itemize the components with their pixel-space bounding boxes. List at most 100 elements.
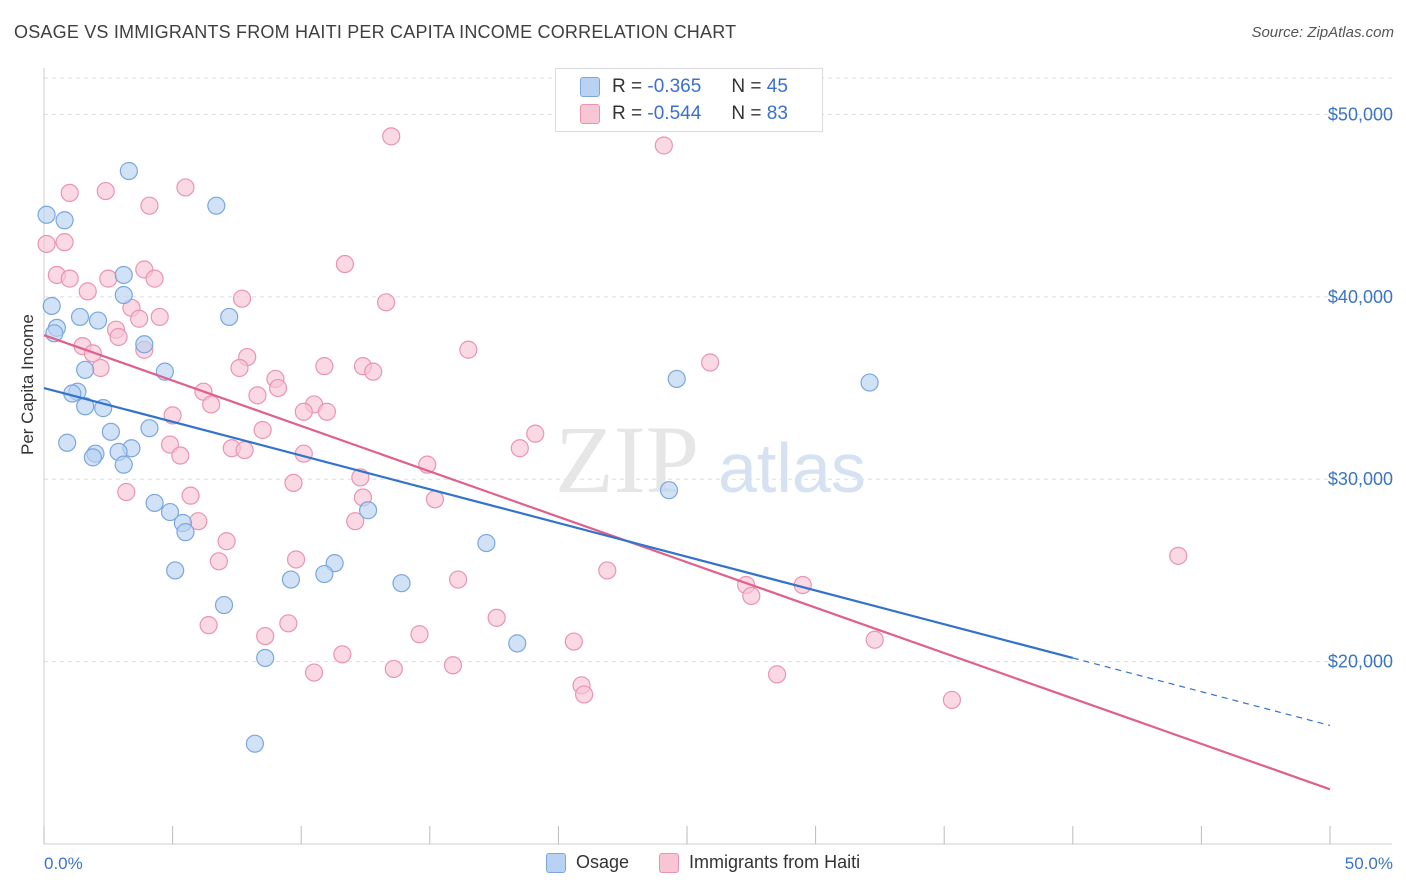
osage-point <box>392 574 411 593</box>
legend-item-haiti[interactable]: Immigrants from Haiti <box>659 852 860 873</box>
haiti-point <box>209 552 228 571</box>
stats-r-label: R = <box>612 103 643 124</box>
osage-point <box>83 448 102 467</box>
legend-label-osage: Osage <box>576 852 630 872</box>
haiti-point <box>487 608 506 627</box>
stats-n-label: N = <box>731 103 762 124</box>
osage-point <box>166 561 185 580</box>
haiti-point <box>91 358 110 378</box>
osage-point <box>860 373 879 392</box>
haiti-point <box>364 362 383 381</box>
osage-point <box>207 196 226 215</box>
haiti-point <box>235 440 254 460</box>
osage-point <box>42 296 61 316</box>
osage-point <box>145 493 164 513</box>
haiti-point <box>284 473 303 492</box>
haiti-point <box>382 127 401 146</box>
y-tick-label: $20,000 <box>1328 652 1393 672</box>
osage-point <box>176 523 195 542</box>
stats-legend: R = -0.365 N = 45 R = -0.544 N = 83 <box>555 68 823 132</box>
haiti-point <box>384 659 403 679</box>
osage-point <box>140 419 159 438</box>
trend-lines <box>43 334 1331 791</box>
haiti-point <box>256 626 275 646</box>
osage-point <box>358 501 378 520</box>
haiti-point <box>130 309 149 328</box>
haiti-point <box>1169 546 1188 565</box>
osage-trend-extension <box>1072 657 1331 727</box>
series-haiti-points <box>37 127 1188 710</box>
haiti-point <box>176 178 195 197</box>
series-legend: Osage Immigrants from Haiti <box>546 852 890 873</box>
watermark: ZIP atlas <box>555 406 866 513</box>
haiti-point <box>253 420 272 440</box>
osage-point <box>667 369 686 389</box>
haiti-point <box>96 181 115 201</box>
haiti-point <box>575 685 594 704</box>
haiti-point <box>376 293 396 312</box>
haiti-point <box>742 586 761 606</box>
haiti-point <box>140 196 159 215</box>
x-ticks <box>43 826 1331 844</box>
haiti-legend-swatch <box>659 852 680 873</box>
haiti-point <box>117 482 136 502</box>
y-tick-label: $40,000 <box>1328 287 1393 307</box>
watermark-zip: ZIP <box>555 406 699 513</box>
osage-point <box>101 422 120 441</box>
haiti-point <box>510 439 529 458</box>
stats-n-label: N = <box>731 76 762 97</box>
osage-legend-swatch <box>546 852 566 873</box>
osage-point <box>70 307 90 327</box>
stats-n-value: 83 <box>766 103 788 124</box>
haiti-point <box>564 632 583 651</box>
haiti-point <box>109 327 128 347</box>
haiti-point <box>767 665 787 684</box>
haiti-point <box>304 663 324 682</box>
stats-n-value: 45 <box>766 76 788 97</box>
haiti-point <box>268 378 288 398</box>
haiti-point <box>448 570 468 589</box>
haiti-point <box>181 486 200 505</box>
stats-row-haiti: R = -0.544 N = 83 <box>580 102 788 126</box>
osage-point <box>37 205 56 224</box>
haiti-point <box>279 614 298 633</box>
osage-point <box>508 634 527 653</box>
osage-point <box>114 455 133 474</box>
osage-point <box>135 335 154 354</box>
haiti-point <box>443 656 463 675</box>
haiti-point <box>425 490 445 509</box>
y-tick-label: $30,000 <box>1328 469 1393 489</box>
osage-point <box>245 734 265 753</box>
haiti-point <box>171 446 190 465</box>
haiti-point <box>701 353 720 372</box>
haiti-point <box>865 630 884 649</box>
haiti-point <box>317 402 337 421</box>
osage-point <box>76 360 95 379</box>
osage-point <box>315 564 334 584</box>
haiti-point <box>346 512 365 531</box>
y-tick-label: $50,000 <box>1328 104 1393 124</box>
haiti-point <box>526 424 545 443</box>
haiti-point <box>942 690 962 710</box>
legend-item-osage[interactable]: Osage <box>546 852 629 873</box>
osage-trend-line <box>43 386 1074 660</box>
x-tick-label-max: 50.0% <box>1345 854 1393 873</box>
osage-point <box>119 161 138 181</box>
haiti-point <box>60 183 79 202</box>
haiti-point <box>286 550 306 569</box>
haiti-point <box>294 402 313 421</box>
osage-point <box>477 533 496 553</box>
stats-row-osage: R = -0.365 N = 45 <box>580 75 788 99</box>
source-label: Source: ZipAtlas.com <box>1251 24 1394 41</box>
haiti-point <box>335 254 355 274</box>
osage-point <box>58 433 77 452</box>
watermark-atlas: atlas <box>718 429 866 507</box>
haiti-point <box>598 561 617 580</box>
legend-label-haiti: Immigrants from Haiti <box>689 852 861 872</box>
haiti-point <box>248 386 267 405</box>
osage-point <box>256 648 275 668</box>
osage-point <box>114 285 133 305</box>
stats-r-value: -0.544 <box>647 103 702 124</box>
haiti-point <box>230 358 249 378</box>
